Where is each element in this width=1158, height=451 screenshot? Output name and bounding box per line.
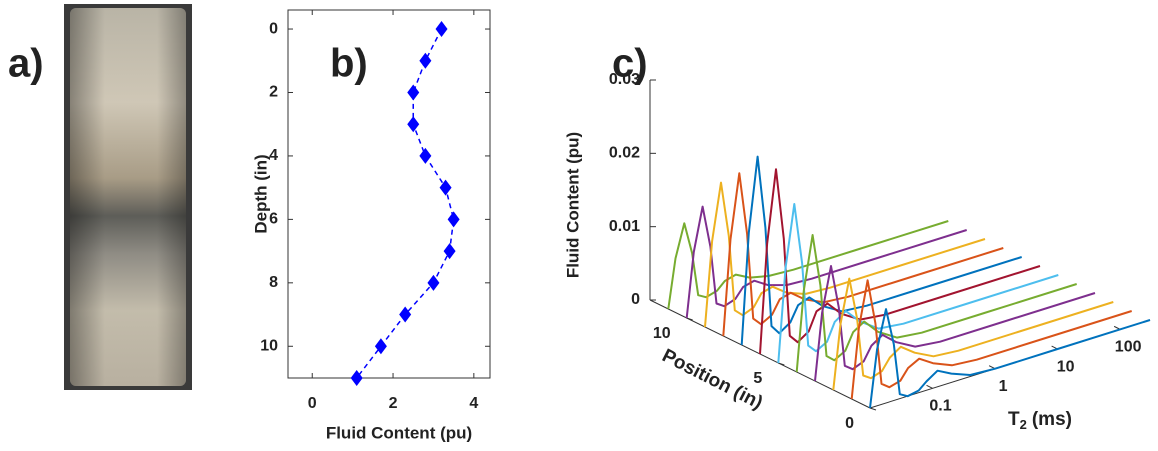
z-tick-label: 0 — [631, 291, 640, 308]
panel-label: c) — [612, 42, 648, 86]
y-tick-label: 6 — [269, 211, 278, 228]
position-tick-label: 10 — [653, 325, 671, 342]
data-marker — [350, 370, 363, 386]
x-tick-label: 4 — [469, 395, 478, 412]
z-tick-label: 0.01 — [609, 218, 640, 235]
data-marker — [407, 116, 420, 133]
y-tick-label: 10 — [260, 337, 278, 354]
spectrum-line — [869, 308, 1151, 409]
x-axis-label: Fluid Content (pu) — [326, 423, 472, 442]
data-marker — [427, 274, 440, 291]
t2-tick-label: 1 — [999, 378, 1008, 395]
z-axis-label: Fluid Content (pu) — [563, 132, 582, 278]
data-marker — [439, 179, 452, 196]
spectrum-line — [850, 279, 1132, 400]
data-marker — [435, 21, 448, 38]
position-tick — [869, 407, 877, 411]
y-tick-label: 8 — [269, 274, 278, 291]
x-tick-label: 0 — [308, 395, 317, 412]
spectrum-line — [667, 220, 949, 310]
spectrum-line — [795, 234, 1077, 373]
y-tick-label: 2 — [269, 84, 278, 101]
t2-tick-label: 100 — [1115, 339, 1142, 356]
t2-tick — [926, 384, 933, 389]
data-marker — [399, 306, 412, 323]
data-line — [356, 28, 455, 379]
data-marker — [447, 211, 460, 228]
position-tick — [778, 362, 785, 366]
position-tick-label: 5 — [753, 370, 762, 387]
spectrum-line — [832, 277, 1114, 391]
t2-label-part: T — [1008, 409, 1020, 430]
spectrum-line — [814, 265, 1096, 382]
position-axis-label: Position (in) — [659, 345, 766, 414]
spectrum-line — [722, 172, 1004, 337]
z-tick-label: 0.02 — [609, 145, 640, 162]
plot-frame — [287, 9, 491, 379]
t2-label-part: 2 — [1020, 417, 1027, 432]
t2-tick-label: 10 — [1057, 358, 1075, 375]
position-tick — [686, 317, 693, 321]
panel-label: b) — [330, 42, 368, 86]
data-marker — [443, 243, 456, 260]
t2-label-part: (ms) — [1032, 409, 1072, 430]
spectrum-line — [777, 203, 1059, 364]
z-tick-label: 0.03 — [609, 71, 640, 88]
core-shading — [70, 8, 186, 386]
data-marker — [419, 147, 432, 164]
data-marker — [374, 338, 387, 355]
panel-label: a) — [8, 42, 44, 86]
y-tick-label: 4 — [269, 147, 278, 164]
spectrum-line — [759, 168, 1041, 355]
x-tick-label: 2 — [389, 395, 398, 412]
y-axis-label: Depth (in) — [251, 154, 270, 233]
t2-axis-label: T2 (ms) — [1008, 409, 1072, 432]
data-marker — [407, 84, 420, 101]
spectrum-line — [685, 205, 967, 319]
position-tick-label: 0 — [845, 415, 854, 432]
data-marker — [419, 52, 432, 69]
y-tick-label: 0 — [269, 20, 278, 37]
t2-tick-label: 0.1 — [929, 398, 951, 415]
